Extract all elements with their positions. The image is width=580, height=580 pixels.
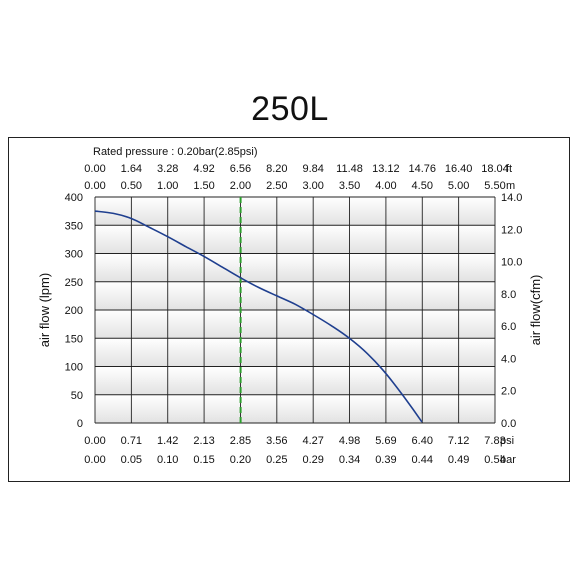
y-tick-left: 200 [65,305,83,317]
y-tick-right: 14.0 [501,192,522,204]
y-tick-right: 12.0 [501,224,522,236]
grid-band [95,338,495,367]
chart-frame: Rated pressure : 0.20bar(2.85psi) 0.00 1.… [8,137,570,482]
x-tick-m: 3.00 [302,180,323,192]
y-tick-right: 2.0 [501,386,516,398]
x-tick-m: 3.50 [339,180,360,192]
y-tick-left: 150 [65,333,83,345]
x-tick-ft: 13.12 [372,163,400,175]
x-tick-psi: 0.71 [121,435,142,447]
x-tick-m: 0.50 [121,180,142,192]
x-tick-psi: 2.85 [230,435,251,447]
y-tick-left: 350 [65,220,83,232]
x-tick-psi: 6.40 [412,435,433,447]
grid-band [95,253,495,282]
x-tick-ft: 18.04 [481,163,509,175]
x-tick-psi: 0.00 [84,435,105,447]
grid-band [95,281,495,310]
x-tick-bar: 0.05 [121,454,142,466]
unit-m-label: m [506,180,515,192]
rated-pressure-subtitle: Rated pressure : 0.20bar(2.85psi) [93,146,257,158]
x-tick-bar: 0.25 [266,454,287,466]
axis-units: ft m psi bar [500,163,516,466]
series-curve [94,210,423,423]
x-tick-psi: 5.69 [375,435,396,447]
x-tick-ft: 14.76 [409,163,437,175]
y-tick-left: 100 [65,362,83,374]
x-tick-bar: 0.29 [302,454,323,466]
x-tick-m: 2.00 [230,180,251,192]
chart-svg: Rated pressure : 0.20bar(2.85psi) 0.00 1.… [37,146,543,466]
x-tick-ft: 8.20 [266,163,287,175]
x-tick-bar: 0.10 [157,454,178,466]
x-tick-ft: 9.84 [302,163,323,175]
x-tick-bar: 0.44 [412,454,433,466]
x-tick-psi: 4.98 [339,435,360,447]
y-tick-left: 0 [77,418,83,430]
y-tick-right: 10.0 [501,257,522,269]
grid-band [95,394,495,423]
y-tick-right: 6.0 [501,321,516,333]
x-tick-psi: 1.42 [157,435,178,447]
grid-band [95,310,495,339]
y-tick-left: 400 [65,192,83,204]
x-tick-m: 0.00 [84,180,105,192]
x-tick-bar: 0.15 [193,454,214,466]
x-tick-psi: 4.27 [302,435,323,447]
grid-band [95,366,495,395]
tick-labels: 0.00 1.64 3.28 4.92 6.56 8.20 9.84 11.48 13.12 14… [65,163,523,466]
unit-bar-label: bar [500,454,516,466]
y-tick-right: 8.0 [501,289,516,301]
x-tick-bar: 0.20 [230,454,251,466]
grid-band [95,197,495,226]
y-tick-left: 300 [65,249,83,261]
y-axis-title-right: air flow(cfm) [528,275,543,346]
y-tick-right: 4.0 [501,353,516,365]
plot-grid [94,196,496,424]
y-tick-left: 50 [71,390,83,402]
x-tick-m: 4.50 [412,180,433,192]
unit-psi-label: psi [500,435,514,447]
x-tick-psi: 3.56 [266,435,287,447]
x-tick-psi: 2.13 [193,435,214,447]
x-tick-ft: 3.28 [157,163,178,175]
y-axis-title-left: air flow (lpm) [37,273,52,347]
chart-title: 250L [251,90,329,128]
x-tick-ft: 1.64 [121,163,142,175]
x-tick-ft: 0.00 [84,163,105,175]
x-tick-bar: 0.34 [339,454,360,466]
y-tick-left: 250 [65,277,83,289]
x-tick-m: 2.50 [266,180,287,192]
x-tick-ft: 11.48 [336,163,363,175]
x-tick-ft: 6.56 [230,163,251,175]
x-tick-bar: 0.49 [448,454,469,466]
x-tick-m: 5.50 [484,180,505,192]
x-tick-m: 4.00 [375,180,396,192]
x-tick-m: 1.00 [157,180,178,192]
x-tick-ft: 4.92 [193,163,214,175]
x-tick-psi: 7.12 [448,435,469,447]
grid-band [95,225,495,254]
x-tick-psi: 7.83 [484,435,505,447]
x-tick-bar: 0.00 [84,454,105,466]
plot-bands [95,197,495,423]
x-tick-m: 1.50 [193,180,214,192]
x-tick-bar: 0.54 [484,454,505,466]
unit-ft-label: ft [506,163,512,175]
x-tick-ft: 16.40 [445,163,473,175]
x-tick-m: 5.00 [448,180,469,192]
x-tick-bar: 0.39 [375,454,396,466]
y-tick-right: 0.0 [501,418,516,430]
